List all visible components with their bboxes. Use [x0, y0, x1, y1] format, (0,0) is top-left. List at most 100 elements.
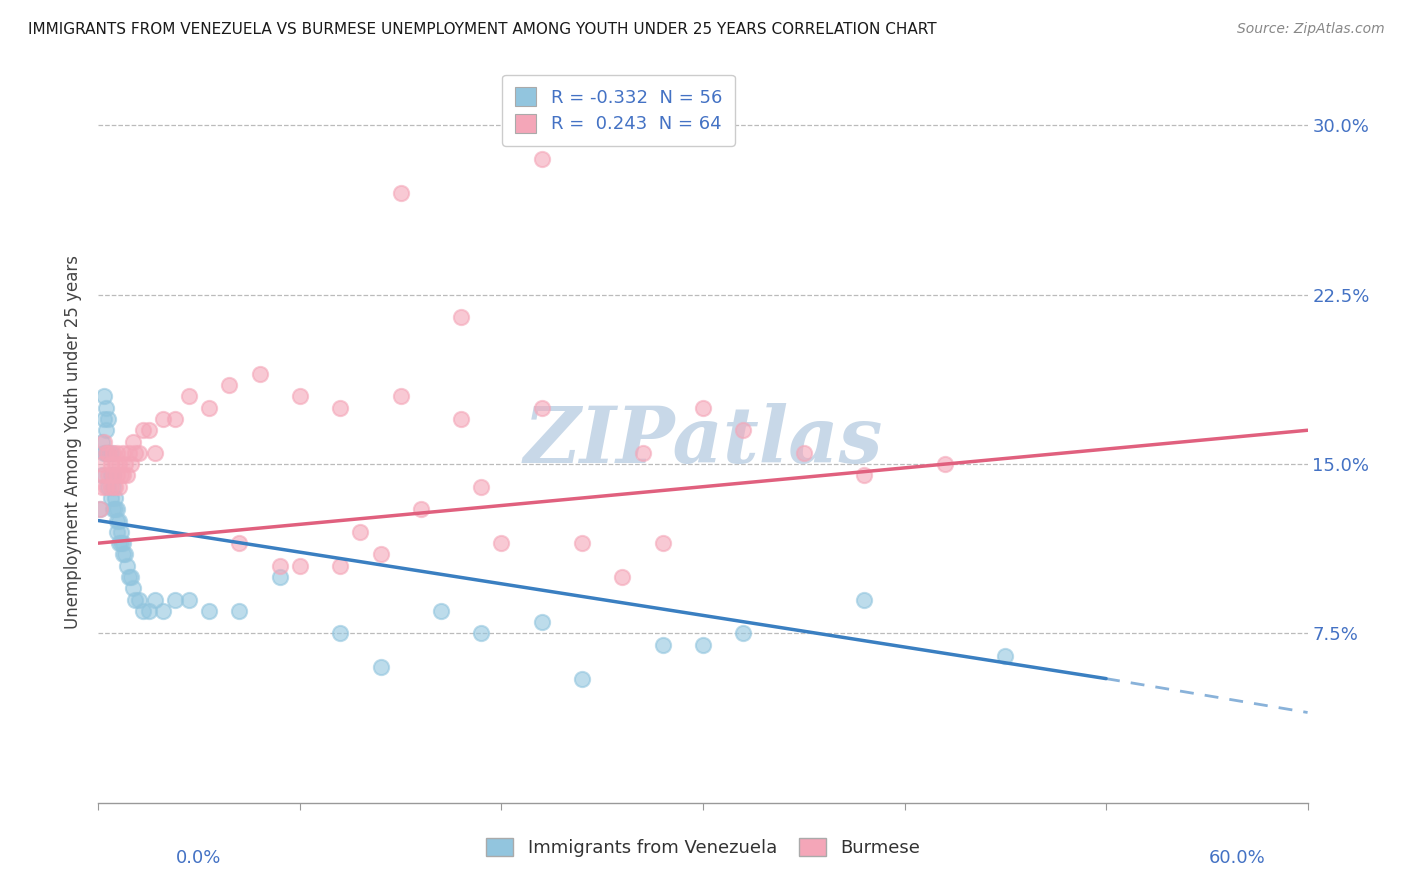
Point [118, 446, 141, 460]
Point [124, 592, 146, 607]
Point [118, 570, 141, 584]
Point [470, 480, 492, 494]
Text: 60.0%: 60.0% [1209, 849, 1265, 867]
Point [128, 446, 150, 460]
Point [733, 423, 755, 437]
Point [121, 582, 143, 596]
Point [100, 446, 122, 460]
Point [218, 378, 240, 392]
Point [121, 434, 143, 449]
Point [101, 468, 124, 483]
Point [288, 558, 311, 573]
Point [571, 536, 593, 550]
Point [163, 412, 186, 426]
Point [97, 446, 120, 460]
Point [89, 502, 111, 516]
Point [96, 423, 118, 437]
Point [269, 570, 291, 584]
Point [110, 536, 132, 550]
Point [107, 536, 129, 550]
Point [103, 491, 125, 505]
Point [793, 446, 815, 460]
Point [100, 457, 122, 471]
Point [111, 468, 134, 483]
Point [651, 536, 673, 550]
Point [105, 524, 128, 539]
Point [179, 389, 201, 403]
Point [450, 412, 472, 426]
Point [97, 480, 120, 494]
Point [370, 660, 392, 674]
Point [530, 401, 553, 415]
Point [96, 446, 118, 460]
Point [530, 615, 553, 630]
Point [198, 401, 221, 415]
Point [631, 446, 654, 460]
Point [91, 480, 114, 494]
Point [389, 186, 412, 201]
Point [389, 389, 412, 403]
Point [105, 446, 128, 460]
Point [152, 604, 174, 618]
Point [163, 592, 186, 607]
Point [107, 457, 129, 471]
Point [107, 480, 129, 494]
Text: Source: ZipAtlas.com: Source: ZipAtlas.com [1237, 22, 1385, 37]
Point [128, 592, 150, 607]
Point [349, 524, 371, 539]
Point [470, 626, 492, 640]
Point [93, 412, 115, 426]
Point [110, 524, 132, 539]
Point [100, 491, 122, 505]
Point [100, 480, 122, 494]
Point [329, 558, 352, 573]
Point [138, 604, 160, 618]
Point [138, 423, 160, 437]
Point [132, 423, 155, 437]
Point [101, 468, 124, 483]
Point [853, 468, 876, 483]
Point [110, 468, 132, 483]
Point [733, 626, 755, 640]
Point [107, 514, 129, 528]
Point [91, 434, 114, 449]
Point [93, 389, 115, 403]
Point [143, 592, 166, 607]
Point [105, 502, 128, 516]
Point [120, 570, 142, 584]
Point [114, 548, 136, 562]
Point [409, 502, 432, 516]
Point [530, 153, 553, 167]
Point [97, 468, 120, 483]
Point [269, 558, 291, 573]
Point [111, 548, 134, 562]
Point [853, 592, 876, 607]
Point [89, 502, 111, 516]
Point [430, 604, 453, 618]
Point [651, 638, 673, 652]
Point [692, 401, 714, 415]
Point [249, 367, 271, 381]
Point [103, 457, 125, 471]
Point [612, 570, 634, 584]
Point [96, 446, 118, 460]
Point [450, 310, 472, 325]
Point [114, 457, 136, 471]
Point [96, 401, 118, 415]
Point [91, 457, 114, 471]
Point [198, 604, 221, 618]
Point [288, 389, 311, 403]
Point [329, 626, 352, 640]
Point [101, 446, 124, 460]
Text: 0.0%: 0.0% [176, 849, 221, 867]
Point [124, 446, 146, 460]
Point [370, 548, 392, 562]
Point [101, 502, 124, 516]
Point [111, 446, 134, 460]
Text: ZIPatlas: ZIPatlas [523, 403, 883, 480]
Point [152, 412, 174, 426]
Point [103, 502, 125, 516]
Point [228, 604, 250, 618]
Point [93, 446, 115, 460]
Text: IMMIGRANTS FROM VENEZUELA VS BURMESE UNEMPLOYMENT AMONG YOUTH UNDER 25 YEARS COR: IMMIGRANTS FROM VENEZUELA VS BURMESE UNE… [28, 22, 936, 37]
